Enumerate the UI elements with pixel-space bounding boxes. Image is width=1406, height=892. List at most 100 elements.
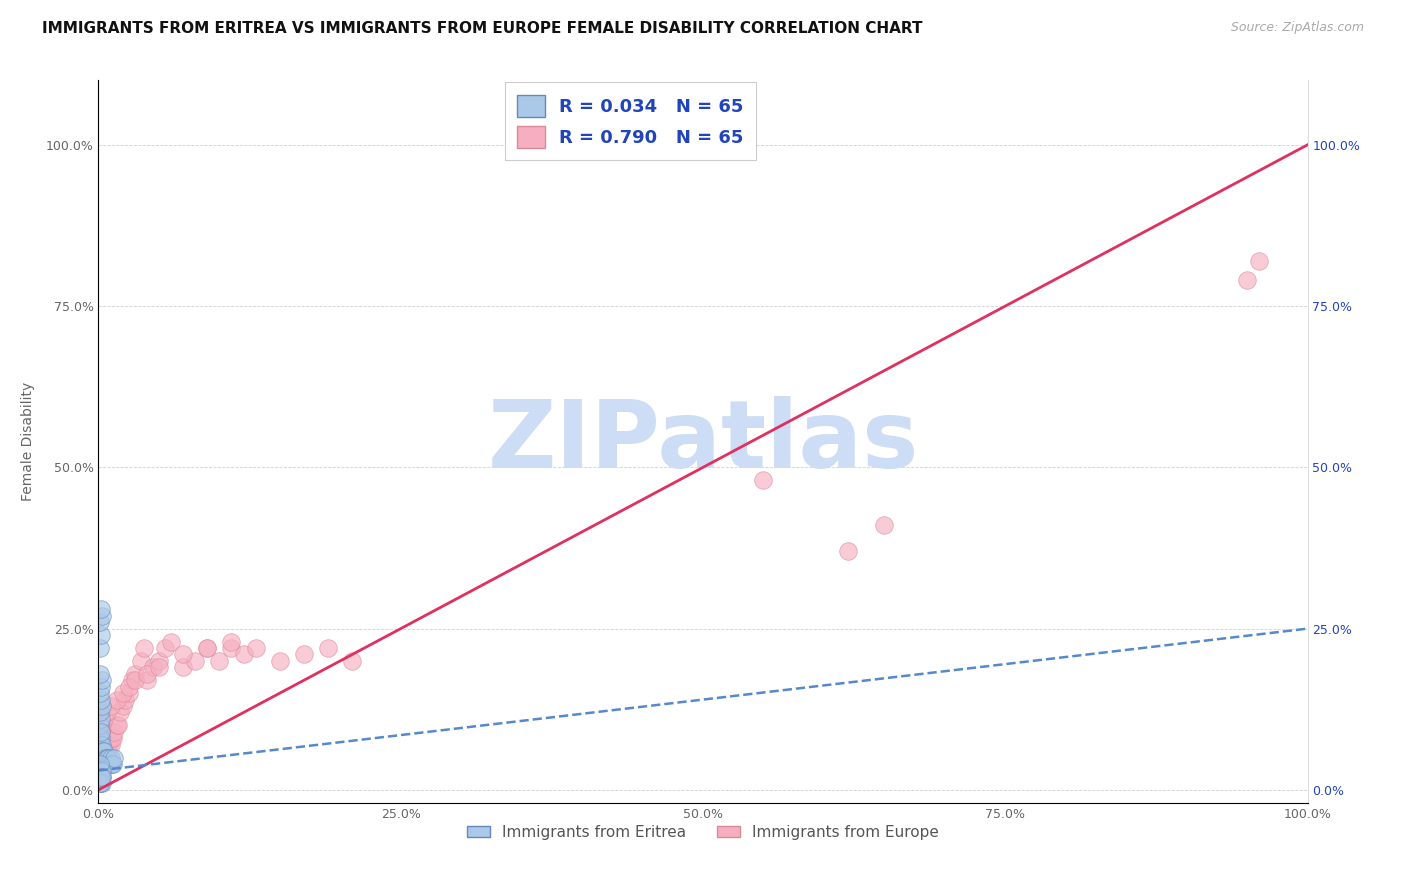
Point — [89, 744, 111, 758]
Point — [93, 757, 115, 772]
Point — [91, 718, 114, 732]
Point — [91, 776, 114, 790]
Point — [124, 666, 146, 681]
Point — [94, 750, 117, 764]
Point — [105, 718, 128, 732]
Point — [232, 648, 254, 662]
Text: IMMIGRANTS FROM ERITREA VS IMMIGRANTS FROM EUROPE FEMALE DISABILITY CORRELATION : IMMIGRANTS FROM ERITREA VS IMMIGRANTS FR… — [42, 21, 922, 36]
Point — [96, 706, 118, 720]
Point — [97, 757, 120, 772]
Point — [97, 750, 120, 764]
Point — [89, 686, 111, 700]
Point — [90, 764, 112, 778]
Point — [98, 738, 121, 752]
Point — [98, 757, 121, 772]
Point — [90, 724, 112, 739]
Point — [91, 757, 114, 772]
Point — [111, 699, 134, 714]
Point — [752, 473, 775, 487]
Y-axis label: Female Disability: Female Disability — [21, 382, 35, 501]
Point — [1236, 273, 1258, 287]
Point — [118, 686, 141, 700]
Point — [90, 712, 112, 726]
Point — [142, 660, 165, 674]
Point — [135, 673, 157, 688]
Point — [91, 750, 114, 764]
Point — [91, 764, 114, 778]
Point — [91, 738, 114, 752]
Point — [172, 660, 194, 674]
Point — [108, 706, 131, 720]
Point — [114, 692, 136, 706]
Point — [90, 602, 112, 616]
Point — [100, 757, 122, 772]
Point — [90, 776, 112, 790]
Point — [1249, 254, 1271, 268]
Point — [292, 648, 315, 662]
Point — [107, 718, 129, 732]
Point — [90, 750, 112, 764]
Point — [90, 628, 112, 642]
Point — [90, 738, 112, 752]
Point — [97, 738, 120, 752]
Point — [89, 640, 111, 655]
Point — [89, 764, 111, 778]
Point — [103, 750, 125, 764]
Point — [91, 757, 114, 772]
Point — [91, 750, 114, 764]
Point — [93, 757, 115, 772]
Point — [94, 750, 117, 764]
Point — [316, 640, 339, 655]
Point — [90, 692, 112, 706]
Point — [100, 731, 122, 746]
Point — [91, 744, 114, 758]
Point — [89, 738, 111, 752]
Point — [91, 757, 114, 772]
Point — [93, 744, 115, 758]
Point — [100, 757, 122, 772]
Point — [134, 640, 156, 655]
Point — [89, 757, 111, 772]
Point — [90, 731, 112, 746]
Point — [121, 673, 143, 688]
Point — [90, 744, 112, 758]
Point — [89, 757, 111, 772]
Legend: Immigrants from Eritrea, Immigrants from Europe: Immigrants from Eritrea, Immigrants from… — [461, 819, 945, 846]
Point — [153, 640, 176, 655]
Point — [89, 764, 111, 778]
Point — [90, 764, 112, 778]
Point — [91, 770, 114, 784]
Point — [90, 724, 112, 739]
Point — [91, 757, 114, 772]
Point — [89, 666, 111, 681]
Point — [135, 666, 157, 681]
Point — [91, 608, 114, 623]
Point — [89, 731, 111, 746]
Point — [89, 776, 111, 790]
Point — [89, 757, 111, 772]
Point — [221, 634, 243, 648]
Point — [208, 654, 231, 668]
Point — [89, 706, 111, 720]
Point — [91, 744, 114, 758]
Point — [118, 680, 141, 694]
Point — [91, 744, 114, 758]
Point — [96, 750, 118, 764]
Point — [91, 750, 114, 764]
Point — [148, 654, 170, 668]
Point — [90, 764, 112, 778]
Point — [124, 673, 146, 688]
Point — [89, 770, 111, 784]
Point — [96, 744, 118, 758]
Point — [100, 738, 122, 752]
Point — [269, 654, 291, 668]
Point — [96, 757, 118, 772]
Point — [129, 654, 152, 668]
Point — [245, 640, 267, 655]
Point — [89, 731, 111, 746]
Point — [837, 544, 859, 558]
Point — [101, 731, 124, 746]
Point — [873, 518, 896, 533]
Point — [342, 654, 364, 668]
Point — [195, 640, 218, 655]
